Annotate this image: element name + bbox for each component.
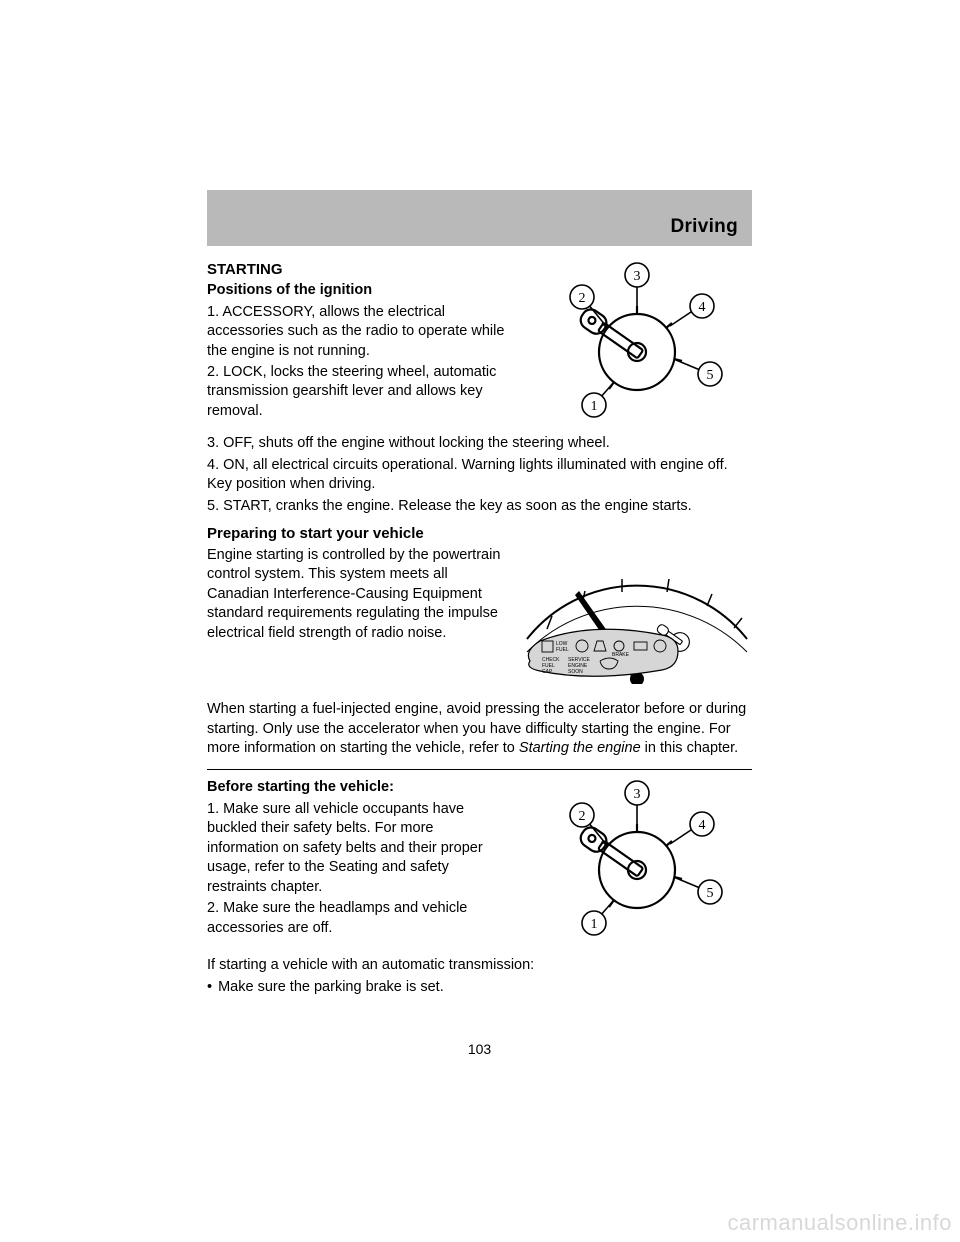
svg-text:FUEL: FUEL	[556, 647, 569, 653]
chapter-header-bar: Driving	[207, 190, 752, 246]
preparing-p2-em: Starting the engine	[519, 740, 641, 756]
ignition-positions-list: 1. ACCESSORY, allows the electrical acce…	[207, 303, 507, 421]
preparing-p2-tail: in this chapter.	[641, 740, 739, 756]
section-starting: STARTING Positions of the ignition 1. AC…	[207, 260, 752, 428]
svg-text:3: 3	[634, 269, 641, 284]
ignition-pos-1: 1. ACCESSORY, allows the electrical acce…	[207, 303, 507, 362]
badge-4: 4	[670, 294, 714, 326]
ignition-pos-2: 2. LOCK, locks the steering wheel, autom…	[207, 363, 507, 422]
ignition-pos-4: 4. ON, all electrical circuits operation…	[207, 456, 752, 495]
badge-5: 5	[676, 360, 722, 386]
svg-text:4: 4	[699, 818, 706, 833]
svg-text:BRAKE: BRAKE	[612, 652, 630, 658]
svg-text:4: 4	[699, 300, 706, 315]
ignition-switch-figure-repeat: 1 2 3 4 5	[522, 778, 752, 938]
section-auto-trans: If starting a vehicle with an automatic …	[207, 956, 752, 997]
chapter-title: Driving	[670, 216, 738, 238]
section-preparing: Preparing to start your vehicle Engine s…	[207, 524, 752, 694]
subheading-ignition-positions: Positions of the ignition	[207, 281, 507, 301]
svg-text:1: 1	[591, 917, 598, 932]
preparing-p2: When starting a fuel-injected engine, av…	[207, 700, 752, 759]
preparing-p1: Engine starting is controlled by the pow…	[207, 546, 507, 644]
auto-trans-list: Make sure the parking brake is set.	[207, 978, 752, 998]
svg-text:5: 5	[707, 886, 714, 901]
ignition-ring	[599, 314, 675, 390]
before-starting-1: 1. Make sure all vehicle occupants have …	[207, 800, 507, 898]
svg-text:SOON: SOON	[568, 669, 583, 675]
ignition-switch-figure: 1 2 3 4 5	[522, 260, 752, 420]
ignition-pos-3: 3. OFF, shuts off the engine without loc…	[207, 434, 752, 454]
watermark: carmanualsonline.info	[727, 1210, 952, 1236]
ignition-positions-cont: 3. OFF, shuts off the engine without loc…	[207, 434, 752, 516]
before-starting-2: 2. Make sure the headlamps and vehicle a…	[207, 899, 507, 938]
auto-trans-lead: If starting a vehicle with an automatic …	[207, 956, 752, 976]
page-number: 103	[207, 1041, 752, 1057]
page-content: Driving STARTING Positions of the igniti…	[207, 190, 752, 1057]
divider	[207, 769, 752, 770]
heading-before-starting: Before starting the vehicle:	[207, 779, 394, 795]
svg-text:5: 5	[707, 368, 714, 383]
ignition-pos-5: 5. START, cranks the engine. Release the…	[207, 497, 752, 517]
dashboard-warning-figure: LOW FUEL BRAKE CHECK FUEL CAP SERVICE	[522, 524, 752, 684]
svg-text:1: 1	[591, 399, 598, 414]
svg-text:2: 2	[579, 809, 586, 824]
section-before-starting: Before starting the vehicle: 1. Make sur…	[207, 778, 752, 950]
svg-text:2: 2	[579, 291, 586, 306]
auto-trans-item-1: Make sure the parking brake is set.	[207, 978, 752, 998]
svg-text:3: 3	[634, 787, 641, 802]
svg-text:CAP: CAP	[542, 669, 553, 675]
badge-3: 3	[625, 263, 649, 310]
badge-1: 1	[582, 382, 614, 417]
